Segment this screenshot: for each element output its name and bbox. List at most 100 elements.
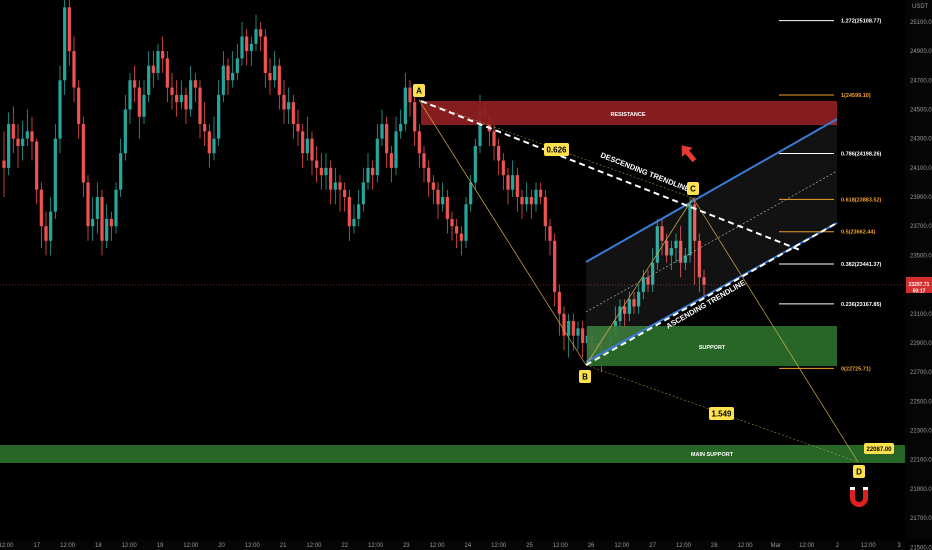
candle <box>207 124 211 168</box>
resistance-zone[interactable]: RESISTANCE <box>421 101 837 125</box>
time-tick-label: 12:00 <box>491 543 507 549</box>
candle <box>464 197 468 249</box>
candle <box>245 29 249 66</box>
candle <box>165 51 169 103</box>
support-zone[interactable]: SUPPORT <box>587 326 837 366</box>
candle <box>179 80 183 110</box>
candle <box>221 51 225 103</box>
time-tick-label: 12:00 <box>553 543 569 549</box>
main-support-label: MAIN SUPPORT <box>691 452 734 458</box>
fib-level: 0.382(23441.37) <box>779 262 882 268</box>
candle <box>534 182 538 212</box>
candle <box>646 270 650 292</box>
candle <box>133 65 137 103</box>
fib-retracement[interactable]: 1.272(25108.77) 1(24599.10) 0.786(24198.26… <box>779 19 882 373</box>
candle <box>72 36 76 103</box>
candle <box>287 87 291 125</box>
time-tick-label: Mar <box>771 543 781 549</box>
candle <box>147 51 151 103</box>
candle <box>660 218 664 256</box>
candle <box>58 65 62 154</box>
time-tick-label: 18 <box>95 543 102 549</box>
point-a[interactable]: A <box>413 84 425 97</box>
point-d[interactable]: D <box>853 465 865 478</box>
candle <box>347 189 351 241</box>
candle <box>693 197 697 285</box>
candle <box>100 189 104 256</box>
time-tick-label: 25 <box>526 543 533 549</box>
candle <box>198 80 202 139</box>
time-tick-label: 12:00 <box>799 543 815 549</box>
point-c[interactable]: C <box>687 182 699 195</box>
candle <box>352 204 356 234</box>
candle <box>44 211 48 256</box>
fib-level: 0.5(23662.44) <box>779 230 875 236</box>
point-b[interactable]: B <box>579 370 591 383</box>
fib-level-label: 0.618(23883.52) <box>841 197 882 203</box>
fib-level: 1.272(25108.77) <box>779 19 882 25</box>
fib-level-label: 0.786(24198.26) <box>841 151 882 157</box>
time-axis[interactable]: 12:00 17 12:00 18 12:00 19 12:00 20 12:00 21 12:00… <box>0 540 905 550</box>
price-tick-label: 21900.00 <box>910 487 932 493</box>
time-tick-label: 12:00 <box>738 543 754 549</box>
d-price-tag[interactable]: 22087.00 <box>864 443 894 454</box>
candle <box>441 182 445 212</box>
candle <box>450 211 454 241</box>
time-tick-label: 17 <box>33 543 40 549</box>
candle <box>455 218 459 249</box>
candle <box>11 106 15 154</box>
point-a-label: A <box>416 87 422 96</box>
ratio-ac-value: 0.626 <box>546 146 567 155</box>
candle <box>459 226 463 256</box>
candle <box>277 58 281 110</box>
candle <box>562 306 566 351</box>
time-tick-label: 20 <box>218 543 225 549</box>
candle <box>240 21 244 66</box>
candle <box>35 138 39 205</box>
candle <box>557 284 561 336</box>
candle <box>105 204 109 249</box>
candle <box>357 189 361 227</box>
candle <box>515 167 519 212</box>
candle <box>422 145 426 183</box>
main-support-zone[interactable]: MAIN SUPPORT <box>0 445 905 463</box>
candle <box>511 160 515 198</box>
candle <box>674 233 678 263</box>
candle <box>403 72 407 132</box>
price-tick-label: 24900.00 <box>910 49 932 55</box>
price-tick-label: 23500.00 <box>910 253 932 259</box>
candle <box>567 313 571 358</box>
candle <box>137 80 141 139</box>
ratio-tag-bd[interactable]: 1.549 <box>709 407 734 420</box>
candle <box>30 116 34 161</box>
current-price-tag[interactable]: 23297.71 50:17 <box>906 276 932 295</box>
ratio-tag-ac[interactable]: 0.626 <box>544 143 569 156</box>
time-tick-label: 23 <box>403 543 410 549</box>
candle <box>128 72 132 125</box>
ratio-bd-value: 1.549 <box>711 410 732 419</box>
point-d-label: D <box>856 468 862 477</box>
fib-level-label: 0.236(23167.85) <box>841 302 882 308</box>
candle <box>520 189 524 219</box>
candle <box>497 138 501 176</box>
arrow-up-right-icon <box>681 145 697 163</box>
candle <box>77 80 81 139</box>
candle <box>375 124 379 183</box>
candle <box>431 175 435 205</box>
candle <box>212 116 216 161</box>
price-tick-label: 22300.00 <box>910 429 932 435</box>
time-tick-label: 2 <box>836 543 840 549</box>
candle <box>91 197 95 241</box>
fib-level-label: 1(24599.10) <box>841 93 871 99</box>
candle <box>2 131 6 198</box>
candle <box>553 233 557 307</box>
price-axis[interactable]: USDT 25100.00 24900.00 24700.00 24500.00 243… <box>905 0 932 550</box>
price-tick-label: 23700.00 <box>910 224 932 230</box>
time-tick-label: 12:00 <box>245 543 261 549</box>
candle <box>651 248 655 292</box>
candle <box>576 321 580 351</box>
candle <box>669 240 673 270</box>
price-tick-label: 24500.00 <box>910 107 932 113</box>
candle <box>492 124 496 161</box>
